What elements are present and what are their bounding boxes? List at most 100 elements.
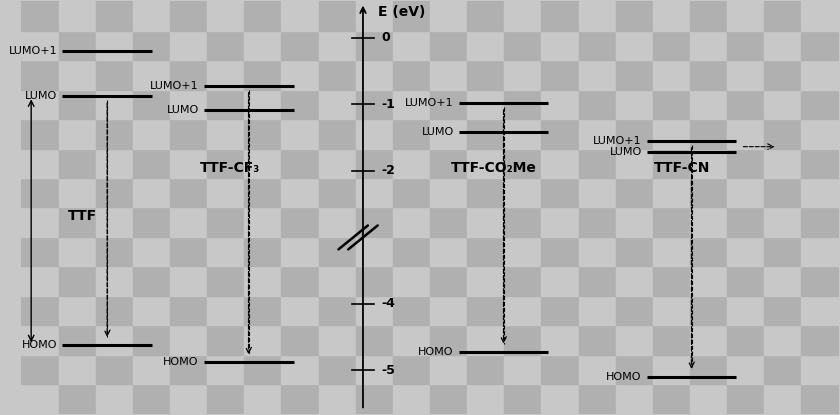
Bar [96, 119, 133, 149]
Bar [355, 178, 393, 208]
Text: HOMO: HOMO [163, 357, 199, 367]
Bar [59, 296, 96, 325]
Bar [133, 266, 170, 296]
Bar [616, 237, 653, 266]
Bar [727, 355, 764, 384]
Bar [393, 384, 430, 414]
Bar [207, 266, 244, 296]
Bar [764, 60, 801, 90]
Bar [690, 1, 727, 31]
Bar [616, 266, 653, 296]
Bar [653, 149, 690, 178]
Bar [801, 1, 838, 31]
Bar [542, 31, 579, 60]
Bar [207, 119, 244, 149]
Bar [801, 237, 838, 266]
Bar [355, 90, 393, 119]
Bar [355, 119, 393, 149]
Bar [355, 384, 393, 414]
Bar [690, 149, 727, 178]
Bar [133, 208, 170, 237]
Bar [801, 355, 838, 384]
Bar [59, 325, 96, 355]
Bar [133, 296, 170, 325]
Text: -2: -2 [381, 164, 395, 178]
Bar [96, 60, 133, 90]
Bar [59, 149, 96, 178]
Bar [727, 149, 764, 178]
Bar [727, 60, 764, 90]
Bar [690, 119, 727, 149]
Bar [207, 325, 244, 355]
Text: TTF-CF₃: TTF-CF₃ [200, 161, 260, 176]
Bar [764, 31, 801, 60]
Bar [542, 296, 579, 325]
Bar [542, 266, 579, 296]
Bar [318, 355, 355, 384]
Bar [133, 90, 170, 119]
Bar [244, 119, 281, 149]
Bar [653, 296, 690, 325]
Bar [21, 208, 59, 237]
Bar [727, 208, 764, 237]
Bar [467, 237, 504, 266]
Bar [59, 208, 96, 237]
Bar [207, 355, 244, 384]
Bar [244, 178, 281, 208]
Bar [504, 90, 542, 119]
Bar [504, 31, 542, 60]
Bar [170, 119, 207, 149]
Text: TTF-CN: TTF-CN [654, 161, 710, 176]
Bar [244, 31, 281, 60]
Bar [318, 1, 355, 31]
Bar [430, 355, 467, 384]
Bar [393, 208, 430, 237]
Bar [504, 325, 542, 355]
Bar [542, 208, 579, 237]
Bar [244, 237, 281, 266]
Bar [355, 149, 393, 178]
Bar [318, 90, 355, 119]
Bar [281, 1, 318, 31]
Bar [244, 325, 281, 355]
Bar [59, 31, 96, 60]
Bar [727, 325, 764, 355]
Bar [59, 237, 96, 266]
Bar [393, 296, 430, 325]
Bar [542, 325, 579, 355]
Bar [653, 266, 690, 296]
Text: LUMO+1: LUMO+1 [593, 136, 642, 146]
Bar [170, 355, 207, 384]
Bar [801, 149, 838, 178]
Bar [318, 325, 355, 355]
Bar [801, 60, 838, 90]
Bar [355, 60, 393, 90]
Bar [727, 384, 764, 414]
Bar [355, 31, 393, 60]
Bar [727, 266, 764, 296]
Bar [355, 325, 393, 355]
Bar [244, 60, 281, 90]
Bar [430, 90, 467, 119]
Bar [170, 1, 207, 31]
Bar [653, 1, 690, 31]
Bar [393, 90, 430, 119]
Bar [21, 384, 59, 414]
Bar [467, 31, 504, 60]
Bar [801, 296, 838, 325]
Bar [281, 325, 318, 355]
Bar [430, 60, 467, 90]
Bar [801, 325, 838, 355]
Bar [430, 237, 467, 266]
Bar [764, 266, 801, 296]
Bar [467, 60, 504, 90]
Bar [393, 1, 430, 31]
Bar [504, 208, 542, 237]
Bar [653, 208, 690, 237]
Bar [616, 325, 653, 355]
Bar [690, 60, 727, 90]
Bar [764, 208, 801, 237]
Bar [393, 178, 430, 208]
Bar [653, 178, 690, 208]
Bar [616, 208, 653, 237]
